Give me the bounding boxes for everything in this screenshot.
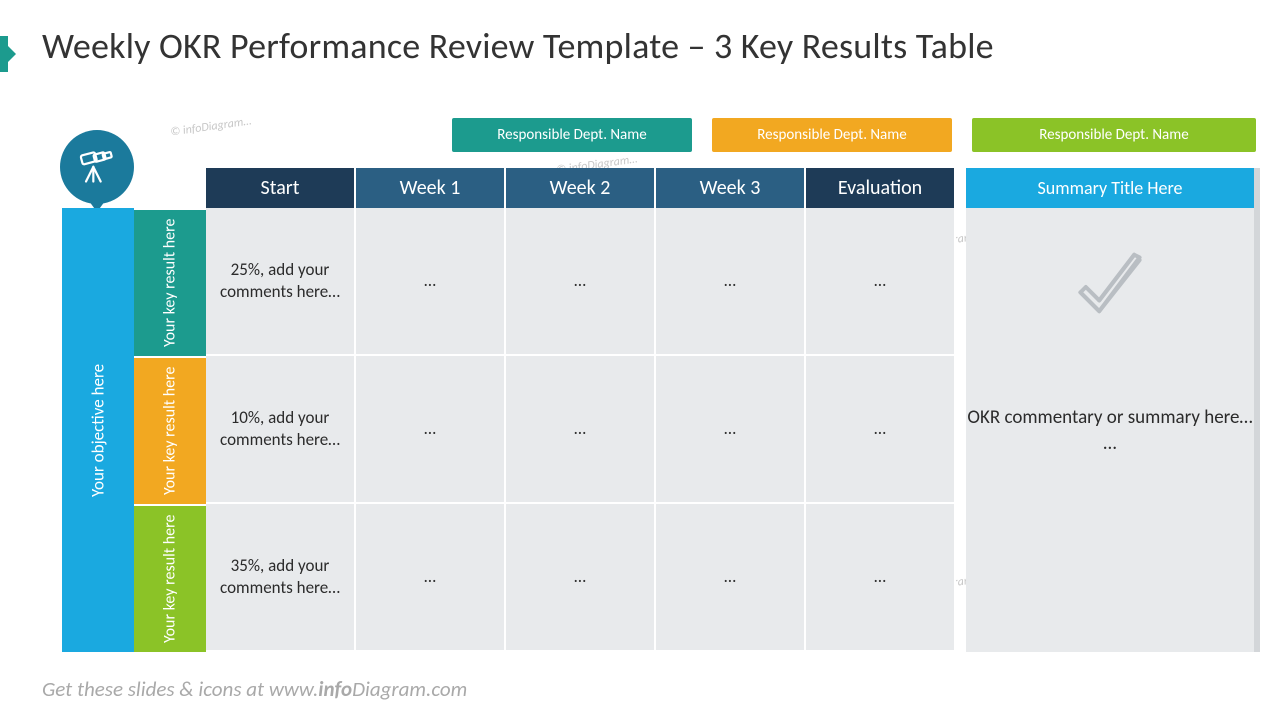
col-header-1: Week 1: [356, 168, 506, 208]
summary-title: Summary Title Here: [966, 168, 1254, 208]
table-cell: …: [356, 356, 506, 504]
summary-text: OKR commentary or summary here……: [967, 405, 1252, 456]
table-cell: 35%, add your comments here…: [206, 504, 356, 652]
table-cell: …: [806, 504, 956, 652]
edge-accent: [0, 36, 14, 72]
table-cell: …: [506, 208, 656, 356]
table-cell: …: [656, 504, 806, 652]
table-cell: 10%, add your comments here…: [206, 356, 356, 504]
key-result-label-0: Your key result here: [134, 208, 206, 356]
watermark: © infoDiagram…: [169, 114, 252, 139]
col-header-2: Week 2: [506, 168, 656, 208]
objective-label: Your objective here: [62, 208, 134, 652]
footer-credit: Get these slides & icons at www.infoDiag…: [42, 676, 467, 702]
key-result-label-2: Your key result here: [134, 504, 206, 652]
col-header-3: Week 3: [656, 168, 806, 208]
table-cell: …: [356, 504, 506, 652]
table-cell: …: [506, 356, 656, 504]
col-header-4: Evaluation: [806, 168, 956, 208]
dept-chip-1: Responsible Dept. Name: [712, 118, 952, 152]
checkmark-icon: [1067, 244, 1153, 335]
dept-chip-0: Responsible Dept. Name: [452, 118, 692, 152]
footer-pre: Get these slides & icons at www.: [42, 676, 318, 702]
table-cell: …: [506, 504, 656, 652]
page-title: Weekly OKR Performance Review Template –…: [42, 24, 994, 68]
header-spacer: [62, 168, 206, 208]
footer-post: Diagram.com: [352, 676, 467, 702]
okr-table: StartWeek 1Week 2Week 3Evaluation Your ob…: [62, 168, 956, 652]
table-cell: …: [356, 208, 506, 356]
table-cell: 25%, add your comments here…: [206, 208, 356, 356]
summary-body: OKR commentary or summary here……: [966, 208, 1254, 652]
table-cell: …: [806, 356, 956, 504]
table-cell: …: [656, 356, 806, 504]
summary-panel: Summary Title Here OKR commentary or sum…: [966, 168, 1260, 652]
table-cell: …: [656, 208, 806, 356]
col-header-0: Start: [206, 168, 356, 208]
footer-bold: info: [318, 676, 352, 702]
key-result-label-1: Your key result here: [134, 356, 206, 504]
slide: Weekly OKR Performance Review Template –…: [0, 0, 1280, 720]
table-cell: …: [806, 208, 956, 356]
dept-chip-2: Responsible Dept. Name: [972, 118, 1256, 152]
